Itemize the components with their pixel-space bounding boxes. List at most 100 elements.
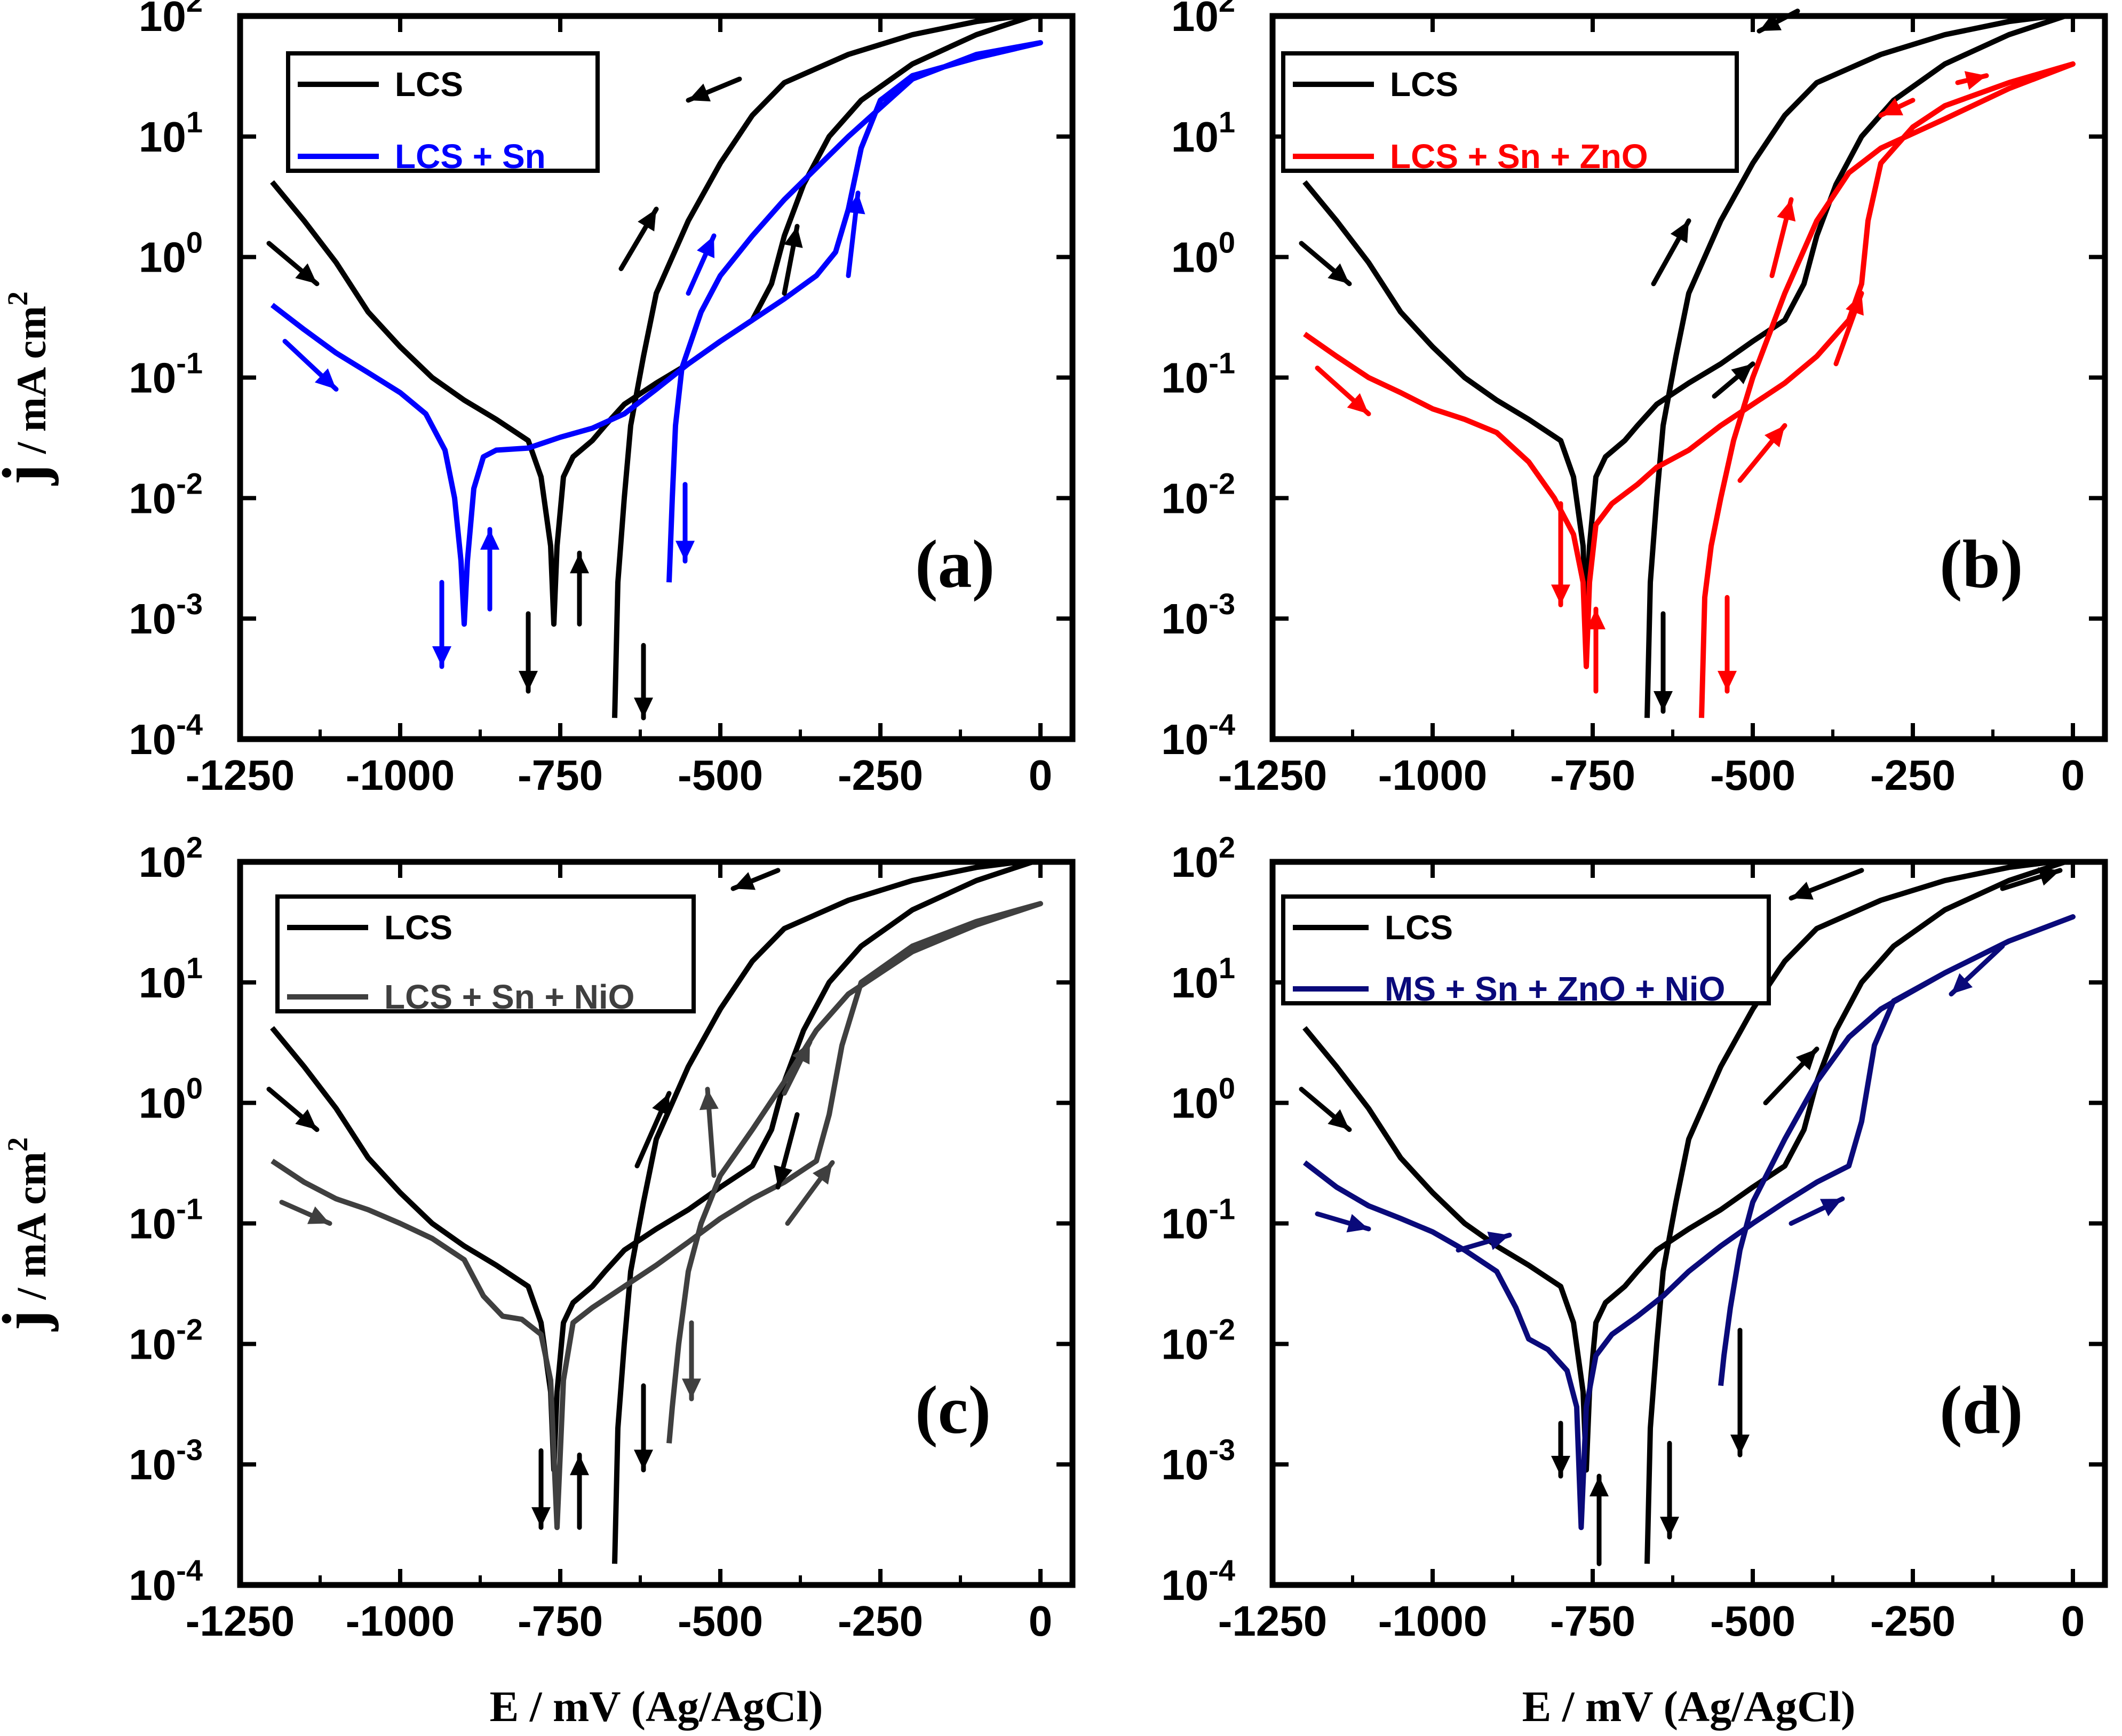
x-tick-label: 0: [1029, 751, 1053, 799]
y-tick-base: 10: [1171, 959, 1219, 1006]
x-tick-label: -1250: [186, 1597, 295, 1645]
y-tick-exponent: -2: [1209, 466, 1235, 500]
direction-arrow-head: [784, 226, 803, 248]
direction-arrow: [1551, 1421, 1570, 1479]
direction-arrow: [1789, 868, 1864, 901]
direction-arrow: [266, 1087, 320, 1132]
x-tick-label: -750: [518, 1597, 603, 1645]
direction-arrow-head: [733, 872, 756, 890]
y-tick-label: 10-4: [129, 1553, 203, 1609]
y-tick-base: 10: [1161, 474, 1209, 522]
y-tick-label: 10-4: [1161, 708, 1235, 763]
y-tick-label: 101: [1171, 105, 1235, 161]
direction-arrow-head: [1347, 393, 1369, 414]
direction-arrow: [686, 233, 717, 296]
x-tick-label: -250: [838, 1597, 923, 1645]
direction-arrow-head: [307, 1206, 330, 1224]
direction-arrow: [634, 1091, 672, 1169]
direction-arrow-head: [792, 1042, 810, 1065]
y-tick-label: 10-2: [129, 466, 203, 522]
direction-arrow-head: [1328, 1109, 1349, 1130]
direction-arrow-head: [634, 1449, 653, 1470]
direction-arrow: [1586, 606, 1606, 694]
x-tick-label: -1250: [1218, 1597, 1328, 1645]
direction-arrow: [480, 527, 499, 612]
direction-arrow-head: [1881, 98, 1904, 116]
direction-arrow-head: [480, 529, 499, 550]
y-tick-exponent: 2: [1219, 0, 1235, 18]
y-axis-title-unit: / mA cm: [8, 1152, 54, 1310]
direction-arrow-head: [682, 1378, 701, 1399]
direction-arrow: [1718, 594, 1737, 694]
direction-arrow-head: [1819, 1199, 1842, 1217]
y-tick-label: 10-3: [1161, 587, 1235, 643]
direction-arrow-head: [1346, 1214, 1369, 1233]
y-tick-label: 10-4: [1161, 1553, 1235, 1609]
x-tick-label: -500: [678, 751, 763, 799]
direction-arrow: [1299, 1087, 1352, 1132]
legend-label: LCS + Sn + NiO: [384, 978, 634, 1016]
y-axis-title-unit: / mA cm: [8, 306, 54, 464]
y-tick-exponent: -2: [176, 466, 203, 500]
y-tick-exponent: -2: [176, 1312, 203, 1346]
y-tick-label: 100: [139, 1072, 203, 1127]
direction-arrow-head: [697, 235, 714, 258]
y-tick-base: 10: [1161, 1200, 1209, 1248]
y-tick-exponent: -1: [1209, 1192, 1235, 1226]
direction-arrow: [1651, 218, 1691, 287]
y-tick-base: 10: [139, 113, 186, 161]
legend-label: MS + Sn + ZnO + NiO: [1385, 970, 1725, 1008]
y-tick-base: 10: [129, 474, 176, 522]
direction-arrow-head: [1795, 1049, 1817, 1071]
y-tick-label: 10-2: [129, 1312, 203, 1368]
y-tick-base: 10: [139, 959, 186, 1006]
x-axis-title: E / mV (Ag/AgCl): [1522, 1682, 1856, 1731]
legend: LCS LCS + Sn + NiO: [275, 894, 696, 1016]
direction-arrow-head: [1777, 199, 1796, 222]
direction-arrow: [634, 643, 653, 720]
direction-arrow: [1955, 71, 1989, 90]
direction-arrow-head: [1654, 691, 1673, 711]
y-tick-base: 10: [1161, 1441, 1209, 1488]
panel-c: -1250 -1000 -750 -500 -250 010210110010-110-2…: [0, 830, 1076, 1731]
y-tick-label: 102: [1171, 830, 1235, 886]
y-tick-base: 10: [139, 234, 186, 281]
y-tick-exponent: 0: [186, 1072, 203, 1105]
y-tick-exponent: -3: [176, 587, 203, 621]
panel-d: -1250 -1000 -750 -500 -250 010210110010-110-2…: [1161, 830, 2108, 1731]
direction-arrow-head: [314, 368, 336, 390]
direction-arrow-head: [652, 1093, 670, 1116]
direction-arrow-head: [675, 541, 695, 561]
direction-arrow-head: [1765, 425, 1785, 448]
y-tick-label: 100: [1171, 1072, 1235, 1127]
y-tick-exponent: -1: [1209, 346, 1235, 380]
y-tick-base: 10: [1171, 113, 1219, 161]
direction-arrow: [282, 339, 339, 392]
y-tick-label: 102: [139, 0, 203, 40]
direction-arrow: [782, 224, 803, 296]
direction-arrow: [432, 580, 451, 669]
y-tick-base: 10: [1171, 0, 1219, 40]
direction-arrow: [1654, 611, 1673, 714]
direction-arrow: [2000, 867, 2063, 891]
direction-arrow: [1769, 197, 1796, 279]
direction-arrow-head: [812, 1162, 832, 1185]
direction-arrow-head: [1964, 71, 1986, 90]
direction-arrow-head: [1551, 1456, 1570, 1477]
legend-box: [286, 51, 600, 173]
series-line-lcs: [1302, 16, 2074, 718]
direction-arrow-head: [1487, 1231, 1509, 1250]
y-tick-exponent: -1: [176, 1192, 203, 1226]
series-line-lcs-sn: [270, 40, 1043, 627]
direction-arrow: [1551, 501, 1570, 607]
x-tick-label: -250: [1870, 1597, 1956, 1645]
direction-arrow: [1712, 361, 1755, 399]
y-tick-base: 10: [1171, 234, 1219, 281]
x-tick-label: -1000: [1378, 751, 1488, 799]
direction-arrow: [1833, 291, 1864, 367]
y-tick-base: 10: [129, 1320, 176, 1368]
x-tick-label: 0: [1029, 1597, 1053, 1645]
y-tick-exponent: 2: [186, 830, 203, 864]
direction-arrow-head: [1670, 220, 1689, 243]
